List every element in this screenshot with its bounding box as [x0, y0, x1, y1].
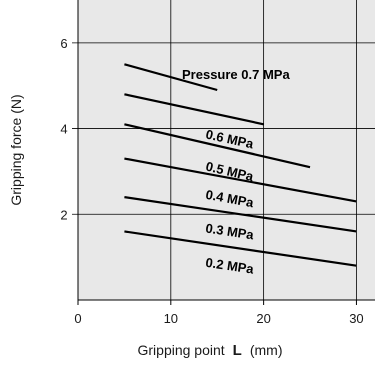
grid-lines: [72, 0, 375, 305]
series-label-6: 0.2 MPa: [205, 255, 256, 277]
x-tick-label: 10: [164, 311, 178, 326]
series-lines: [124, 63, 357, 267]
series-line-2: [124, 93, 264, 126]
tick-labels: 0 10 20 30 2 4 6: [60, 36, 363, 326]
series-line-6: [124, 230, 357, 267]
series-line-1: [124, 63, 218, 92]
x-tick-label: 0: [74, 311, 81, 326]
y-tick-label: 2: [60, 207, 67, 222]
x-axis-label-unit: (mm): [250, 342, 283, 358]
series-line-3: [124, 123, 311, 169]
series-label-5: 0.3 MPa: [205, 220, 256, 242]
axes: [77, 0, 375, 301]
x-axis-label-symbol: L: [233, 342, 242, 359]
plot-area: [78, 0, 375, 300]
x-tick-label: 20: [256, 311, 270, 326]
series-line-5: [124, 196, 357, 233]
x-axis-label: Gripping point L (mm): [138, 342, 283, 359]
y-tick-label: 4: [60, 122, 67, 137]
y-axis-label: Gripping force (N): [8, 94, 24, 205]
y-tick-label: 6: [60, 36, 67, 51]
x-tick-label: 30: [349, 311, 363, 326]
x-axis-label-text: Gripping point: [138, 342, 225, 358]
series-label-1: Pressure 0.7 MPa: [182, 67, 290, 82]
series-line-4: [124, 157, 357, 203]
